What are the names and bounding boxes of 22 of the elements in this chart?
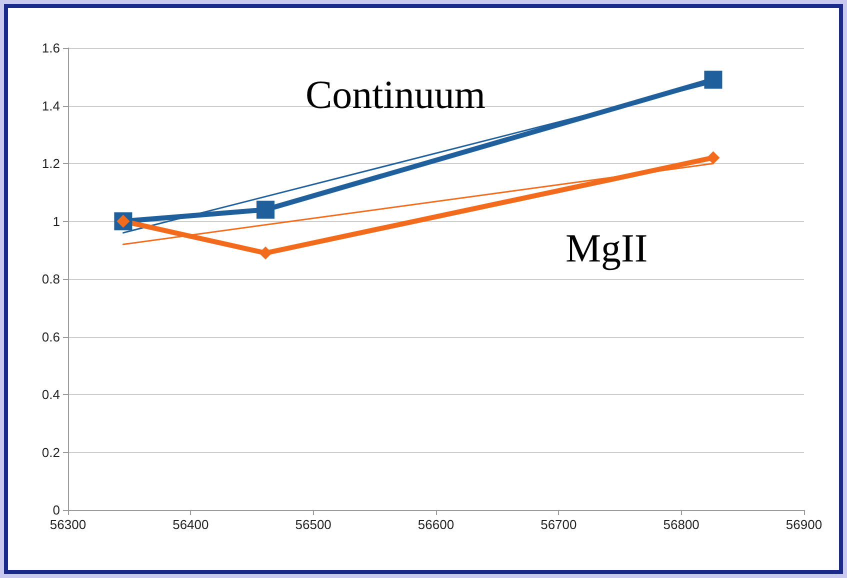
x-tick-label: 56800 — [663, 517, 700, 532]
y-tick-label: 1.4 — [42, 98, 60, 114]
point — [258, 246, 272, 260]
point — [706, 151, 720, 164]
y-tick-label: 0 — [52, 502, 60, 518]
x-tick-label: 56900 — [786, 517, 822, 532]
y-tick-label: 1 — [52, 214, 60, 229]
x-tick-label: 56700 — [540, 517, 577, 532]
x-tick-label: 56600 — [418, 517, 454, 532]
x-tick-label: 56500 — [295, 517, 332, 532]
y-tick-label: 1.6 — [42, 40, 60, 56]
y-tick-label: 1.2 — [42, 156, 60, 171]
x-tick-label: 56300 — [50, 517, 86, 532]
y-tick-label: 0.6 — [42, 329, 60, 344]
series-label: MgII — [565, 226, 648, 271]
point — [704, 70, 722, 89]
y-tick-label: 0.4 — [42, 387, 60, 402]
x-tick-label: 56400 — [172, 517, 209, 532]
y-tick-label: 0.8 — [42, 272, 60, 286]
y-tick-label: 0.2 — [42, 444, 60, 460]
series-label: Continuum — [305, 72, 486, 118]
point — [256, 200, 274, 219]
